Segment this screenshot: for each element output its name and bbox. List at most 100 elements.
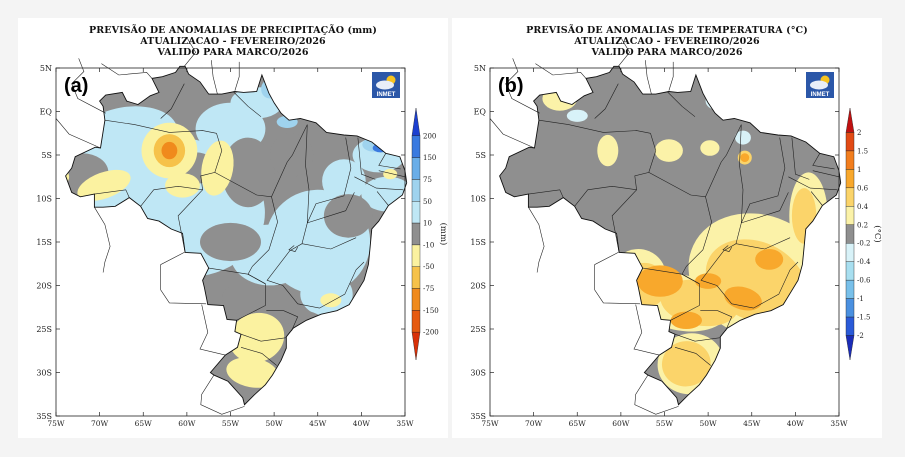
colorbar-band — [411, 310, 421, 333]
colorbar: 2 1.5 1 0.6 0.4 0.2 -0.2 -0.4 -0.6 -1 -1.5 -2 (°C) — [845, 107, 882, 361]
country-border — [94, 207, 111, 273]
colorbar-tick-label: -0.4 — [857, 258, 871, 266]
logo-text: INMET — [811, 92, 830, 98]
anomaly-area — [221, 282, 266, 315]
anomaly-area — [637, 265, 683, 297]
lon-tick-label: 60W — [612, 419, 630, 428]
lon-tick-label: 35W — [396, 419, 414, 428]
state-border — [307, 192, 355, 224]
logo-cloud — [810, 80, 828, 90]
colorbar-tick-label: -2 — [857, 332, 864, 340]
state-border — [140, 133, 223, 207]
state-border — [810, 191, 823, 206]
colorbar-tick-label: 75 — [423, 176, 432, 184]
lon-tick-label: 75W — [481, 419, 499, 428]
state-border — [307, 137, 352, 224]
colorbar-band — [845, 150, 855, 170]
colorbar: 200 150 75 50 10 -10 -50 -75 -150 -200 (mm) — [411, 107, 448, 361]
anomaly-area — [229, 312, 285, 363]
colorbar-band — [845, 261, 855, 281]
lat-tick-label: 15S — [470, 238, 486, 247]
boundaries — [489, 37, 840, 415]
country-border — [489, 118, 535, 149]
lat-tick-label: 25S — [470, 325, 486, 334]
country-border — [618, 37, 630, 67]
precipitation-panel: PREVISÃO DE ANOMALIAS DE PRECIPITAÇÃO (m… — [18, 18, 448, 438]
lon-tick-label: 40W — [787, 419, 805, 428]
lat-tick-label: 25S — [36, 325, 52, 334]
colorbar-tick-label: 10 — [423, 220, 432, 228]
anomaly-area — [165, 173, 200, 198]
country-border — [160, 252, 207, 305]
lat-tick-label: 5S — [41, 151, 52, 160]
state-border — [378, 153, 401, 170]
lat-tick-label: EQ — [40, 108, 53, 117]
state-border — [735, 124, 744, 244]
country-border — [645, 60, 652, 95]
colorbar-tick-label: -0.6 — [857, 277, 871, 285]
state-border — [301, 124, 310, 244]
brazil-outline — [65, 65, 408, 406]
colorbar-tick-label: -1.5 — [857, 314, 871, 322]
state-border — [700, 237, 799, 309]
colorbar-arrow-top — [411, 107, 421, 137]
state-border — [574, 133, 657, 207]
anomaly-area — [654, 139, 683, 162]
country-border — [71, 58, 106, 114]
brazil-outline — [499, 65, 842, 406]
lon-tick-label: 45W — [309, 419, 327, 428]
anomaly-area — [200, 222, 261, 262]
lon-tick-label: 35W — [830, 419, 848, 428]
anomaly-area — [201, 140, 234, 196]
state-border — [177, 189, 203, 253]
colorbar-arrow-bottom — [411, 331, 421, 361]
title-line-1: PREVISÃO DE ANOMALIAS DE PRECIPITAÇÃO (m… — [89, 25, 377, 36]
lon-tick-label: 65W — [135, 419, 153, 428]
lon-tick-label: 55W — [222, 419, 240, 428]
state-border — [812, 153, 835, 170]
lon-tick-label: 65W — [569, 419, 587, 428]
panel-label: (b) — [498, 75, 524, 97]
lat-tick-label: 15S — [36, 238, 52, 247]
logo-text: INMET — [377, 92, 396, 98]
colorbar-band — [845, 224, 855, 244]
state-border — [378, 170, 406, 178]
lon-tick-label: 70W — [525, 419, 543, 428]
country-border — [535, 63, 587, 79]
lat-tick-label: 30S — [470, 369, 486, 378]
lat-tick-label: 5N — [40, 64, 52, 73]
title-line-2: ATUALIZACAO - FEVEREIRO/2026 — [140, 36, 326, 47]
state-border — [94, 189, 130, 198]
colorbar-tick-label: 0.6 — [857, 184, 869, 192]
colorbar-tick-label: -75 — [423, 285, 434, 293]
temperature-panel: PREVISÃO DE ANOMALIAS DE TEMPERATURA (°C… — [452, 18, 882, 438]
colorbar-band — [411, 222, 421, 246]
anomaly-area — [700, 140, 720, 156]
anomaly-area — [566, 109, 588, 122]
state-border — [288, 245, 298, 252]
state-border — [594, 83, 619, 119]
state-border — [666, 91, 696, 117]
lat-tick-label: EQ — [474, 108, 487, 117]
panel-label: (a) — [64, 75, 88, 97]
country-border — [528, 207, 545, 273]
colorbar-tick-label: 0.2 — [857, 221, 868, 229]
state-border — [812, 170, 840, 178]
lon-tick-label: 50W — [265, 419, 283, 428]
anomaly-area — [740, 153, 750, 163]
state-border — [791, 137, 810, 180]
colorbar-unit-label: (°C) — [872, 225, 882, 242]
country-border — [633, 304, 660, 356]
anomaly-area — [322, 159, 366, 203]
state-border — [788, 176, 838, 191]
lon-tick-label: 50W — [699, 419, 717, 428]
anomaly-area — [661, 341, 711, 387]
colorbar-band — [411, 179, 421, 202]
title-line-2: ATUALIZACAO - FEVEREIRO/2026 — [574, 36, 760, 47]
colorbar-band — [845, 243, 855, 262]
colorbar-tick-label: 50 — [423, 198, 432, 206]
lon-tick-label: 70W — [91, 419, 109, 428]
state-border — [232, 91, 262, 117]
